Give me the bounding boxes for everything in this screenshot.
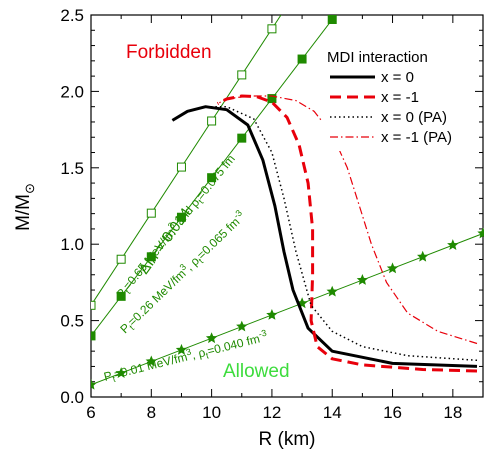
open-square-marker (237, 70, 247, 80)
allowed-label: Allowed (223, 361, 290, 382)
legend-title: MDI interaction (327, 49, 428, 66)
y-tick-label: 2.0 (60, 82, 84, 101)
filled-square-marker (237, 133, 247, 143)
x-tick-label: 10 (202, 403, 221, 422)
filled-square-marker (146, 252, 156, 262)
y-axis-label: M/M⊙ (13, 183, 37, 231)
filled-square-marker (327, 15, 337, 24)
star-marker (91, 378, 97, 390)
open-square-marker (267, 24, 277, 34)
forbidden-label: Forbidden (126, 42, 212, 63)
y-tick-label: 1.5 (60, 159, 84, 178)
star-marker (326, 285, 338, 297)
y-axis-label-main: M/M (13, 194, 34, 231)
filled-square-marker (91, 331, 96, 341)
legend-label: x = -1 (PA) (381, 129, 452, 146)
star-marker (447, 239, 459, 250)
filled-square-marker (207, 173, 217, 183)
series-curve (172, 105, 478, 362)
x-tick-label: 6 (86, 403, 95, 422)
open-square-marker (146, 208, 156, 218)
legend: MDI interaction x = 0x = -1x = 0 (PA)x =… (322, 43, 474, 151)
star-marker (356, 274, 369, 285)
star-marker (386, 262, 399, 274)
star-marker (236, 320, 248, 332)
open-square-marker (91, 300, 96, 310)
star-marker (115, 367, 127, 378)
x-tick-label: 12 (262, 403, 281, 422)
filled-square-marker (297, 54, 307, 64)
y-tick-label: 0.0 (60, 388, 84, 407)
x-tick-label: 16 (383, 403, 402, 422)
legend-entries: x = 0 x = -1 x = 0 (PA) x = -1 (PA) (330, 69, 452, 146)
legend-label: x = -1 (381, 89, 419, 106)
star-marker (417, 250, 429, 262)
star-marker (266, 309, 278, 320)
x-axis-label: R (km) (259, 429, 316, 450)
x-tick-labels: 6 8 10 12 14 16 18 (86, 403, 462, 422)
star-marker (145, 355, 157, 367)
y-tick-labels: 0.0 0.5 1.0 1.5 2.0 2.5 (60, 6, 84, 407)
filled-square-marker (176, 212, 186, 222)
filled-square-marker (267, 94, 277, 104)
open-square-marker (176, 162, 186, 172)
x-tick-label: 14 (323, 403, 342, 422)
y-tick-label: 1.0 (60, 235, 84, 254)
y-axis-label-sub: ⊙ (22, 183, 37, 194)
series-curve (171, 105, 478, 368)
filled-square-marker (116, 291, 126, 301)
legend-label: x = 0 (PA) (381, 109, 447, 126)
y-tick-label: 2.5 (60, 6, 84, 25)
star-marker (175, 343, 188, 355)
open-square-marker (207, 116, 217, 126)
x-tick-label: 8 (147, 403, 156, 422)
open-square-marker (116, 254, 126, 264)
y-tick-label: 0.5 (60, 312, 84, 331)
causality-lines (91, 15, 484, 390)
star-marker (477, 227, 484, 239)
plot-frame (90, 14, 484, 398)
x-tick-label: 18 (443, 403, 462, 422)
legend-label: x = 0 (381, 69, 414, 86)
star-marker (205, 332, 218, 344)
